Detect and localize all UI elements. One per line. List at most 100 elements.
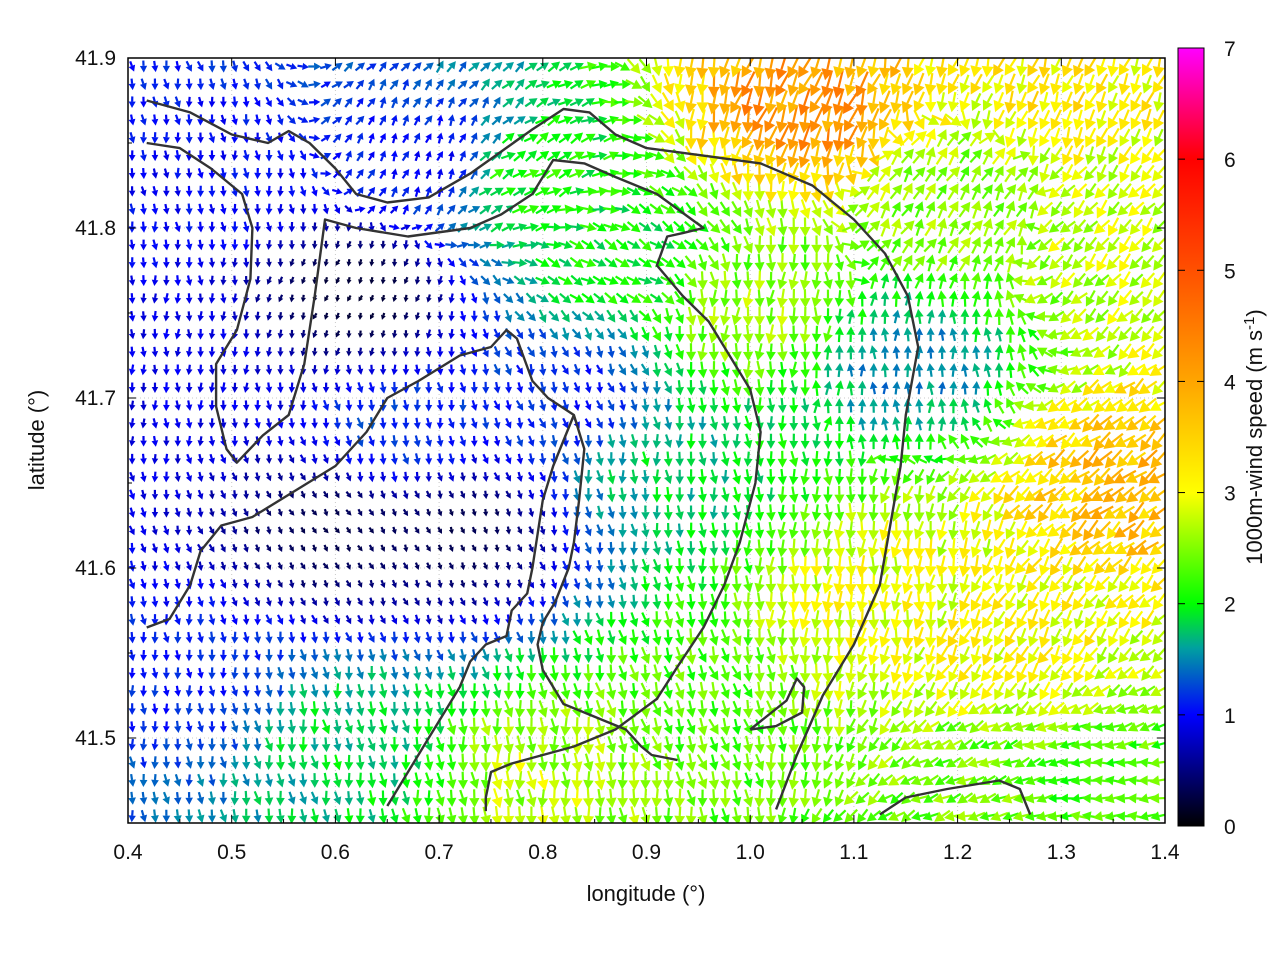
wind-arrow [708, 163, 720, 184]
wind-arrow [1139, 722, 1156, 732]
wind-arrow [955, 775, 975, 786]
wind-arrow [937, 486, 948, 503]
wind-arrow [1151, 147, 1165, 164]
wind-arrow [413, 666, 422, 681]
wind-arrow [163, 382, 170, 394]
wind-arrow [1027, 591, 1040, 612]
wind-arrow [1150, 704, 1165, 714]
wind-arrow [675, 575, 685, 593]
wind-arrow [321, 790, 331, 806]
wind-arrow [197, 596, 204, 608]
wind-arrow [276, 666, 284, 680]
wind-arrow [697, 361, 708, 379]
wind-arrow [323, 508, 329, 517]
wind-arrow [811, 789, 822, 808]
wind-arrow [754, 306, 765, 327]
wind-arrow [788, 538, 800, 559]
wind-arrow [902, 609, 914, 630]
wind-arrow [219, 203, 227, 215]
wind-arrow [1082, 326, 1099, 341]
wind-arrow [412, 79, 422, 91]
wind-arrow [1129, 218, 1144, 236]
wind-arrow [925, 254, 936, 272]
wind-arrow [174, 543, 181, 554]
wind-arrow [856, 520, 868, 541]
wind-arrow [550, 345, 558, 359]
wind-arrow [459, 597, 466, 607]
wind-arrow [1095, 309, 1110, 323]
wind-arrow [254, 382, 261, 393]
wind-arrow [892, 416, 901, 431]
wind-arrow [869, 468, 879, 486]
wind-arrow [844, 573, 857, 596]
wind-arrow [845, 681, 857, 701]
wind-arrow [754, 700, 765, 718]
wind-arrow [413, 399, 421, 412]
wind-arrow [163, 703, 170, 715]
wind-arrow [641, 523, 650, 538]
wind-arrow [288, 203, 295, 215]
wind-arrow [425, 364, 433, 376]
wind-arrow [276, 114, 284, 126]
wind-arrow [605, 752, 617, 773]
wind-arrow [641, 487, 650, 502]
wind-arrow [412, 683, 422, 699]
wind-arrow [868, 538, 880, 559]
wind-arrow [1062, 609, 1073, 630]
wind-arrow [358, 259, 363, 267]
wind-arrow [470, 364, 478, 376]
wind-arrow [379, 132, 386, 144]
wind-arrow [299, 773, 308, 788]
wind-arrow [674, 110, 685, 130]
wind-arrow [413, 150, 421, 162]
wind-arrow [948, 592, 959, 612]
wind-arrow [128, 703, 136, 715]
wind-arrow [310, 755, 319, 770]
wind-arrow [1039, 609, 1051, 630]
wind-arrow [378, 737, 388, 753]
wind-arrow [641, 326, 650, 342]
wind-arrow [1153, 128, 1164, 147]
wind-arrow [617, 771, 628, 790]
wind-arrow [915, 363, 924, 377]
wind-arrow [664, 541, 673, 556]
wind-arrow [392, 294, 398, 303]
wind-arrow [641, 558, 650, 574]
wind-arrow [471, 472, 478, 482]
wind-arrow [856, 808, 869, 823]
wind-arrow [697, 700, 708, 718]
wind-arrow [425, 526, 431, 534]
wind-arrow [949, 363, 958, 377]
wind-arrow [880, 291, 890, 306]
wind-arrow [833, 680, 846, 702]
wind-arrow [628, 700, 640, 719]
wind-arrow [558, 258, 573, 267]
wind-arrow [1027, 183, 1039, 200]
wind-arrow [389, 79, 399, 90]
wind-arrow [358, 294, 364, 302]
wind-arrow [921, 739, 940, 750]
colorbar-label: 1000m-wind speed (m s-1) [1241, 309, 1267, 564]
wind-arrow [823, 325, 833, 343]
wind-arrow [1050, 591, 1062, 612]
wind-arrow [539, 435, 547, 448]
wind-arrow [617, 735, 628, 754]
wind-arrow [345, 597, 352, 607]
wind-arrow [641, 381, 650, 394]
wind-arrow [197, 667, 204, 679]
wind-arrow [1001, 722, 1020, 732]
wind-arrow [538, 309, 547, 323]
wind-arrow [1049, 555, 1064, 577]
wind-arrow [845, 161, 857, 186]
wind-arrow [480, 717, 491, 737]
wind-arrow [936, 184, 947, 200]
wind-arrow [436, 666, 445, 681]
wind-arrow [972, 381, 981, 395]
wind-arrow [1048, 467, 1065, 486]
wind-arrow [719, 219, 731, 235]
wind-arrow [346, 347, 352, 357]
wind-arrow [539, 579, 546, 589]
wind-arrow [391, 526, 397, 535]
wind-arrow [242, 631, 250, 644]
wind-arrow [731, 145, 743, 166]
